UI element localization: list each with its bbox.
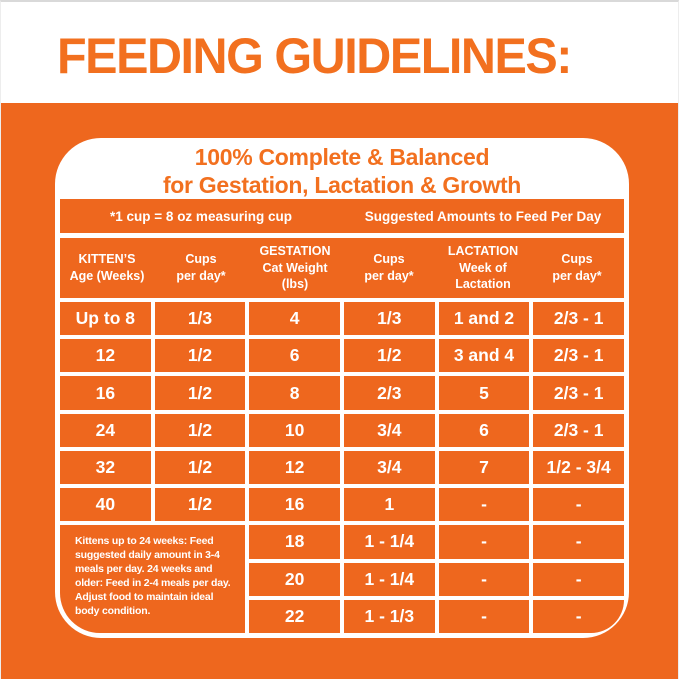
table-cell: 20 xyxy=(249,562,340,596)
table-cell: 1/2 xyxy=(154,450,246,485)
table-cell: 8 xyxy=(249,376,340,410)
table-cell: 1/2 xyxy=(154,413,246,447)
table-cell: 1 and 2 xyxy=(438,302,530,336)
table-cell: 32 xyxy=(60,450,151,485)
table-header-row: KITTEN’S Age (Weeks) Cups per day* GESTA… xyxy=(60,238,624,298)
table-cell: 22 xyxy=(249,599,340,633)
table-cell: 10 xyxy=(249,413,340,447)
table-cell: - xyxy=(533,525,624,559)
table-cell: 2/3 - 1 xyxy=(533,413,624,447)
table-cell: 40 xyxy=(60,488,151,522)
table-cell: 5 xyxy=(438,376,530,410)
table-cell: 3/4 xyxy=(343,413,435,447)
table-cell: Up to 8 xyxy=(60,302,151,336)
orange-background: 100% Complete & Balanced for Gestation, … xyxy=(1,103,678,679)
table-cell: 1 - 1/4 xyxy=(343,562,435,596)
card-title-line1: 100% Complete & Balanced xyxy=(194,143,490,170)
table-cell: 12 xyxy=(60,339,151,373)
table-cell: 1/2 xyxy=(154,339,246,373)
table-cell: 3 and 4 xyxy=(438,339,530,373)
header-lactation-week: LACTATION Week of Lactation xyxy=(447,243,519,292)
table-cell: 16 xyxy=(60,376,151,410)
table-cell: 6 xyxy=(249,339,340,373)
table-cell: - xyxy=(533,488,624,522)
table-cell: 4 xyxy=(249,302,340,336)
page-header: FEEDING GUIDELINES: xyxy=(1,2,678,103)
table-cell: 18 xyxy=(249,525,340,559)
table-cell: 24 xyxy=(60,413,151,447)
table-cell: 3/4 xyxy=(343,450,435,485)
page-title: FEEDING GUIDELINES: xyxy=(57,27,572,84)
table-cell: 2/3 xyxy=(343,376,435,410)
table-cell: 2/3 - 1 xyxy=(533,302,624,336)
table-cell: - xyxy=(438,562,530,596)
header-gestation-cups-per-day: Cups per day* xyxy=(364,252,414,283)
guidelines-card: 100% Complete & Balanced for Gestation, … xyxy=(55,138,629,638)
suggested-amounts-label: Suggested Amounts to Feed Per Day xyxy=(364,208,602,224)
table-cell: - xyxy=(438,488,530,522)
table-cell: 1/2 - 3/4 xyxy=(533,450,624,485)
table-cell: 16 xyxy=(249,488,340,522)
table-cell: - xyxy=(533,562,624,596)
measuring-cup-band: *1 cup = 8 oz measuring cup Suggested Am… xyxy=(60,199,624,233)
table-cell: 1 - 1/3 xyxy=(343,599,435,633)
table-cell: - xyxy=(533,599,624,633)
table-cell: 7 xyxy=(438,450,530,485)
table-cell: 1/2 xyxy=(154,376,246,410)
kitten-feeding-note: Kittens up to 24 weeks: Feed suggested d… xyxy=(60,525,246,633)
header-kitten-cups-per-day: Cups per day* xyxy=(176,252,226,283)
header-lactation-cups-per-day: Cups per day* xyxy=(552,252,602,283)
table-cell: - xyxy=(438,599,530,633)
table-cell: 1/2 xyxy=(154,488,246,522)
feeding-table: KITTEN’S Age (Weeks) Cups per day* GESTA… xyxy=(60,238,624,633)
table-cell: 2/3 - 1 xyxy=(533,376,624,410)
cup-equivalence-note: *1 cup = 8 oz measuring cup xyxy=(110,208,292,224)
header-gestation-cat-weight: GESTATION Cat Weight (lbs) xyxy=(259,243,331,292)
table-cell: 1/2 xyxy=(343,339,435,373)
table-cell: - xyxy=(438,525,530,559)
table-cell: 6 xyxy=(438,413,530,447)
table-cell: 1/3 xyxy=(343,302,435,336)
table-cell: 1 - 1/4 xyxy=(343,525,435,559)
card-title: 100% Complete & Balanced for Gestation, … xyxy=(60,143,624,199)
table-cell: 2/3 - 1 xyxy=(533,339,624,373)
table-cell: 1 xyxy=(343,488,435,522)
table-cell: 12 xyxy=(249,450,340,485)
card-title-line2: for Gestation, Lactation & Growth xyxy=(162,172,522,198)
header-kittens-age: KITTEN’S Age (Weeks) xyxy=(69,252,145,283)
table-cell: 1/3 xyxy=(154,302,246,336)
